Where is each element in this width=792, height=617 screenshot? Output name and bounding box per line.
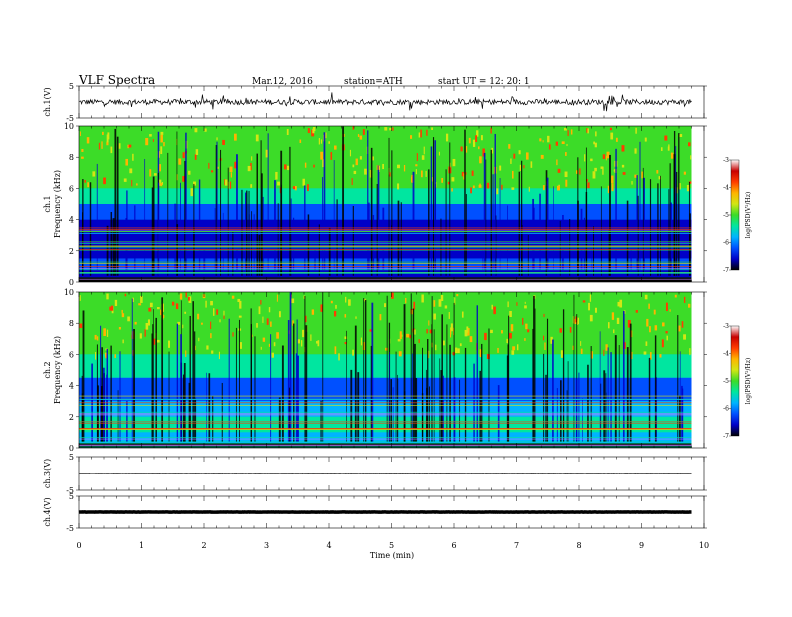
ch4-waveform-panel: ch.4(V) 5 -5: [43, 492, 707, 533]
channel-label: ch.1: [43, 195, 52, 212]
x-tick-label: 2: [201, 541, 206, 550]
x-axis-label: Time (min): [370, 551, 414, 560]
ch3-waveform-panel: ch.3(V)5-5: [43, 453, 707, 495]
y-tick-label: 4: [69, 216, 74, 225]
y-tick-label: 5: [69, 453, 74, 462]
ch1-waveform-line: [79, 92, 692, 111]
colorbar-label: log(PSD(V²/Hz): [745, 358, 752, 405]
y-tick-label: 4: [69, 382, 74, 391]
colorbar-tick-label: -6: [723, 406, 729, 413]
y-tick-label: 8: [69, 319, 74, 328]
x-axis: Time (min) 0 1 2 3 4 5 6 7 8 9 10: [76, 541, 709, 560]
colorbar-label: log(PSD(V²/Hz): [745, 192, 752, 239]
y-tick-label: 0: [69, 444, 74, 453]
station-label: station=ATH: [344, 77, 403, 87]
y-tick-label: 2: [69, 247, 74, 256]
y-axis-label: ch.4(V): [43, 497, 52, 526]
colorbar-tick-label: -4: [723, 185, 729, 192]
x-tick-label: 8: [576, 541, 581, 550]
ch1-spectrogram-image: [79, 126, 692, 282]
y-tick-label: 5: [69, 82, 74, 91]
colorbar-tick-label: -6: [723, 240, 729, 247]
y-tick-label: 10: [64, 122, 74, 131]
y-tick-label: 5: [69, 492, 74, 501]
y-axis-label: Frequency (kHz): [53, 336, 62, 404]
y-tick-label: 8: [69, 153, 74, 162]
start-ut-label: start UT = 12: 20: 1: [438, 77, 530, 87]
date-label: Mar.12, 2016: [252, 77, 313, 87]
colorbar-tick-label: -3: [723, 323, 729, 330]
x-tick-label: 0: [76, 541, 81, 550]
x-tick-label: 3: [264, 541, 269, 550]
colorbar-tick-label: -7: [723, 267, 729, 274]
y-tick-label: 6: [69, 350, 74, 359]
colorbar-tick-label: -5: [723, 212, 729, 219]
ch1-spectrogram-colorbar: -3 -4 -5 -6 -7 log(PSD(V²/Hz): [723, 157, 752, 274]
ch2-spectrogram-colorbar: -3 -4 -5 -6 -7 log(PSD(V²/Hz): [723, 323, 752, 440]
ch1-waveform-panel: ch.1(V)5-5: [43, 82, 707, 123]
y-axis-label: ch.1(V): [43, 87, 52, 116]
y-tick-label: 2: [69, 413, 74, 422]
y-tick-label: 0: [69, 278, 74, 287]
ch2-spectrogram-image: [79, 292, 692, 448]
x-tick-label: 5: [389, 541, 394, 550]
x-tick-label: 6: [451, 541, 456, 550]
y-tick-label: -5: [66, 524, 74, 533]
x-tick-label: 1: [139, 541, 144, 550]
colorbar-tick-label: -5: [723, 378, 729, 385]
y-axis-label: ch.3(V): [43, 459, 52, 488]
x-tick-label: 4: [326, 541, 331, 550]
colorbar-tick-label: -7: [723, 433, 729, 440]
colorbar-tick-label: -4: [723, 351, 729, 358]
x-tick-label: 7: [514, 541, 519, 550]
colorbar-tick-label: -3: [723, 157, 729, 164]
x-tick-label: 10: [699, 541, 709, 550]
channel-label: ch.2: [43, 361, 52, 378]
y-tick-label: 10: [64, 288, 74, 297]
figure-title: VLF Spectra: [78, 73, 155, 87]
x-tick-label: 9: [639, 541, 644, 550]
y-axis-label: Frequency (kHz): [53, 170, 62, 238]
y-tick-label: 6: [69, 184, 74, 193]
